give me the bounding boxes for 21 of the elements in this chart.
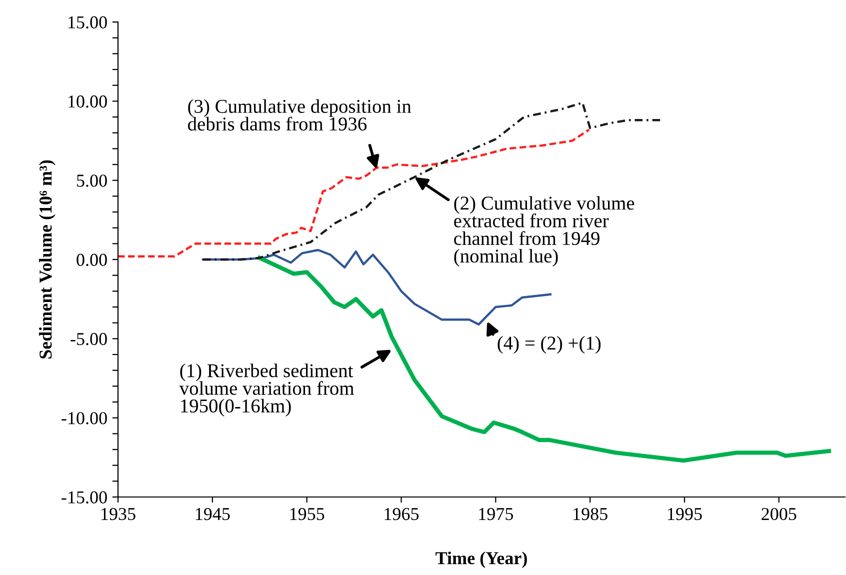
x-tick-label: 1945 [196, 508, 230, 520]
x-tick-label: 1985 [574, 508, 608, 520]
y-tick-label: -15.00 [62, 491, 107, 504]
y-tick-label: -5.00 [70, 332, 107, 346]
y-tick-label: 10.00 [68, 95, 107, 108]
x-tick-label: 2005 [762, 508, 796, 520]
x-axis-title: Time (Year) [436, 552, 527, 568]
y-tick-label: 15.00 [68, 16, 107, 29]
annotation: (4) = (2) +(1) [498, 336, 601, 354]
x-tick-label: 1995 [668, 508, 702, 520]
y-axis-title: Sediment Volume (10⁶ m³) [39, 160, 56, 358]
annotation: (3) Cumulative deposition in debris dams from 1936 [188, 99, 412, 131]
x-tick-label: 1965 [384, 508, 419, 520]
annotation: (2) Cumulative volume extracted from river channel from 1949 (nominal lue) [454, 196, 634, 267]
y-tick-label: 5.00 [77, 174, 107, 187]
x-tick-label: 1975 [479, 508, 514, 520]
x-tick-label: 1935 [102, 508, 136, 520]
annotation: (1) Riverbed sediment volume variation from 1950(0-16km) [179, 364, 354, 416]
y-tick-label: -10.00 [62, 412, 107, 424]
x-tick-label: 1955 [290, 508, 324, 520]
y-tick-label: 0.00 [76, 254, 107, 266]
